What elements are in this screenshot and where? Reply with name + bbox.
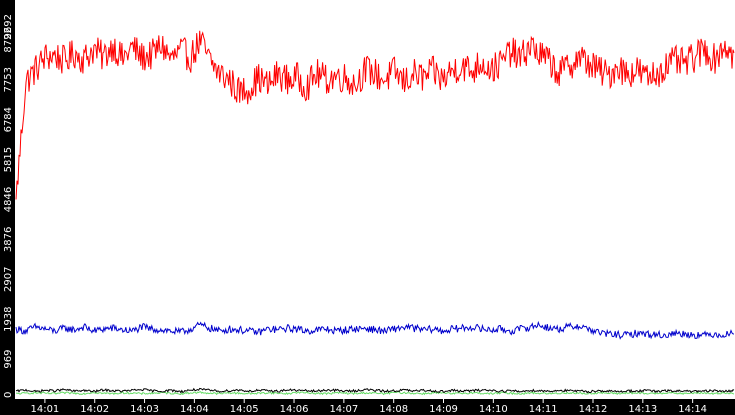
y-tick-label: 8722 [3, 27, 14, 52]
x-tick-label: 14:10 [479, 404, 508, 415]
series-line [15, 30, 735, 200]
x-tick-label: 14:13 [628, 404, 657, 415]
y-tick-label: 0 [3, 392, 14, 398]
y-tick-label: 5815 [3, 147, 14, 172]
x-tick-label: 14:07 [329, 404, 358, 415]
x-tick-label: 14:02 [80, 404, 109, 415]
series-line [16, 391, 735, 396]
series-line [15, 387, 735, 394]
x-tick-label: 14:04 [180, 404, 209, 415]
y-tick-label: 4846 [3, 187, 14, 212]
x-tick-label: 14:09 [429, 404, 458, 415]
x-tick-label: 14:06 [280, 404, 309, 415]
x-tick-label: 14:11 [529, 404, 558, 415]
y-tick-label: 6784 [3, 107, 14, 132]
series-layer [15, 30, 735, 396]
x-tick-label: 14:03 [130, 404, 159, 415]
y-tick-label: 7753 [3, 67, 14, 92]
x-axis: 14:01 14:02 14:03 14:04 14:05 14:06 14:07 14:08… [30, 399, 707, 415]
x-tick-label: 14:12 [579, 404, 608, 415]
y-tick-label: 3876 [3, 227, 14, 252]
x-tick-label: 14:05 [230, 404, 259, 415]
y-tick-label: 9692 [3, 14, 14, 39]
x-tick-label: 14:14 [678, 404, 707, 415]
y-tick-label: 969 [3, 350, 14, 369]
series-line [15, 320, 735, 340]
x-tick-label: 14:01 [30, 404, 59, 415]
x-tick-label: 14:08 [379, 404, 408, 415]
y-tick-label: 2907 [3, 267, 14, 292]
y-tick-label: 1938 [3, 306, 14, 331]
